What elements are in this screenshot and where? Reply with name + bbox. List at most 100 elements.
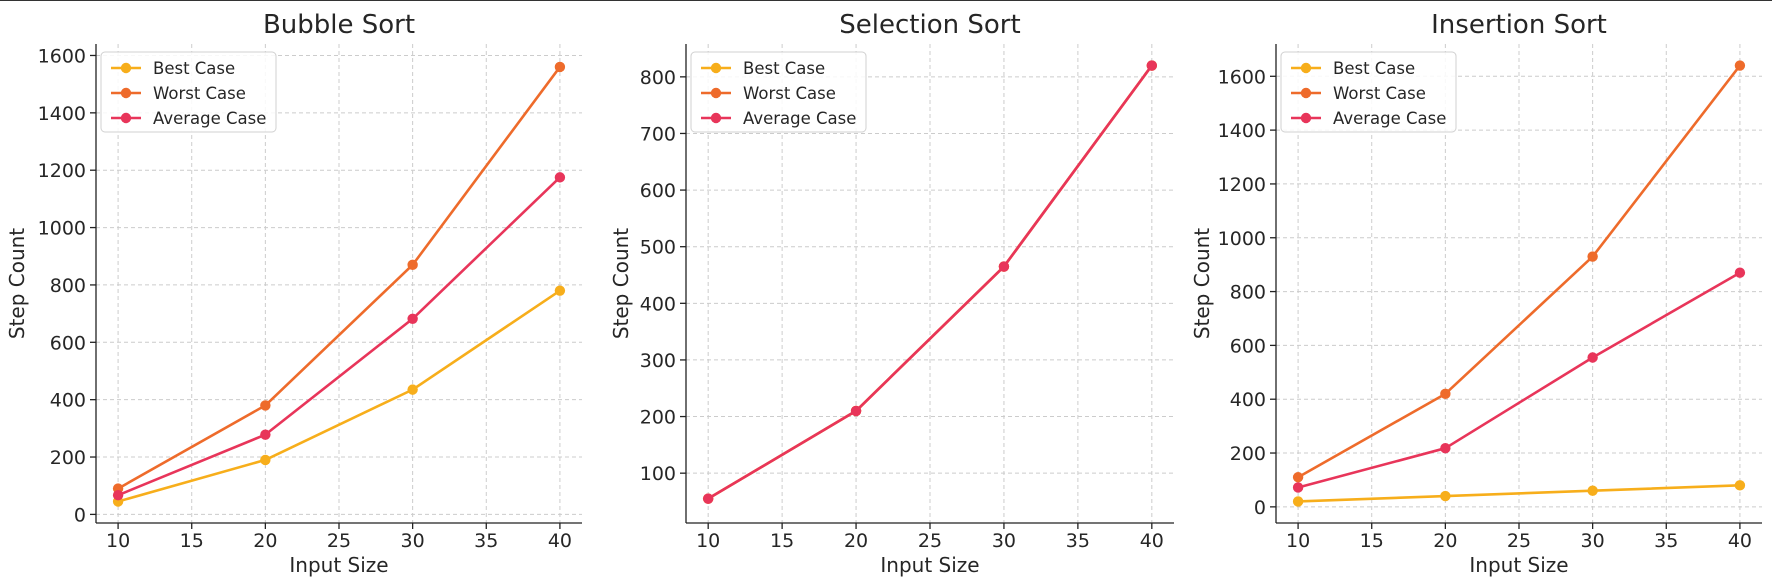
series-line-1 <box>1298 484 1740 503</box>
y-tick-label: 800 <box>640 67 676 89</box>
x-tick-label: 10 <box>106 530 130 552</box>
legend-swatch-marker <box>710 112 722 124</box>
legend-swatch-marker <box>710 87 722 99</box>
y-tick-label: 200 <box>640 407 676 429</box>
series-line-1 <box>117 289 561 503</box>
x-tick-label: 20 <box>1433 530 1457 552</box>
y-tick-label: 1000 <box>38 218 86 240</box>
y-tick-label: 600 <box>50 332 86 354</box>
legend-box <box>100 51 277 133</box>
data-point <box>260 400 271 411</box>
legend-box <box>1280 51 1457 133</box>
legend-swatch-marker <box>1300 87 1312 99</box>
data-point <box>407 313 418 324</box>
x-tick-label: 15 <box>180 530 204 552</box>
legend-box <box>690 51 867 133</box>
y-tick-label: 1600 <box>38 45 86 67</box>
y-axis-label: Step Count <box>609 228 633 339</box>
y-tick-label: 600 <box>640 180 676 202</box>
data-point <box>1146 60 1158 71</box>
y-tick-label: 400 <box>50 390 86 412</box>
x-tick-label: 20 <box>253 530 277 552</box>
data-point <box>998 261 1010 272</box>
data-point <box>554 172 566 183</box>
legend-label: Average Case <box>743 109 856 128</box>
data-point <box>1440 442 1451 454</box>
x-tick-label: 15 <box>770 530 794 552</box>
y-tick-label: 0 <box>1254 497 1266 519</box>
x-tick-label: 10 <box>696 530 720 552</box>
x-tick-label: 30 <box>401 530 425 552</box>
x-tick-label: 40 <box>548 530 572 552</box>
x-tick-label: 25 <box>327 530 351 552</box>
data-point <box>1440 388 1451 400</box>
x-tick-label: 15 <box>1360 530 1384 552</box>
y-tick-label: 400 <box>640 293 676 315</box>
x-tick-label: 35 <box>1654 530 1678 552</box>
x-tick-label: 40 <box>1140 530 1164 552</box>
legend-swatch-marker <box>120 87 132 99</box>
data-point <box>1587 251 1598 262</box>
data-point <box>850 405 862 417</box>
y-tick-label: 1400 <box>38 103 86 125</box>
x-tick-label: 35 <box>474 530 498 552</box>
legend-label: Worst Case <box>743 84 836 103</box>
legend-label: Worst Case <box>1333 84 1426 103</box>
x-axis-label: Input Size <box>880 553 979 577</box>
x-tick-label: 40 <box>1728 530 1752 552</box>
legend-swatch-marker <box>120 112 132 124</box>
x-tick-label: 10 <box>1286 530 1310 552</box>
y-tick-label: 1000 <box>1218 228 1266 250</box>
series-line-2 <box>117 66 561 490</box>
data-point <box>554 61 566 73</box>
y-tick-label: 1200 <box>1218 174 1266 196</box>
y-tick-label: 800 <box>1230 282 1266 304</box>
legend-label: Best Case <box>1333 59 1415 78</box>
data-point <box>112 489 124 501</box>
data-point <box>1734 480 1746 491</box>
legend-swatch-marker <box>710 62 722 74</box>
x-tick-label: 30 <box>1581 530 1605 552</box>
legend-swatch-marker <box>1300 62 1312 74</box>
legend-label: Worst Case <box>153 84 246 103</box>
y-tick-label: 600 <box>1230 335 1266 357</box>
x-tick-label: 30 <box>992 530 1016 552</box>
series-line-3 <box>707 64 1153 500</box>
x-tick-label: 25 <box>918 530 942 552</box>
y-tick-label: 800 <box>50 275 86 297</box>
chart-panel-3: 10 15 20 25 30 35 4002004006008001000120014001… <box>1190 10 1762 577</box>
y-tick-label: 400 <box>1230 389 1266 411</box>
data-point <box>1587 352 1598 363</box>
series-line-2 <box>1297 64 1741 479</box>
y-tick-label: 300 <box>640 350 676 372</box>
legend-label: Best Case <box>153 59 235 78</box>
legend-label: Average Case <box>153 109 266 128</box>
data-point <box>702 493 714 504</box>
legend-label: Average Case <box>1333 109 1446 128</box>
data-point <box>407 259 418 271</box>
data-point <box>260 429 271 440</box>
y-tick-label: 0 <box>74 504 86 526</box>
y-axis-label: Step Count <box>5 228 29 339</box>
x-tick-label: 20 <box>844 530 868 552</box>
y-tick-label: 200 <box>50 447 86 469</box>
y-tick-label: 700 <box>640 123 676 145</box>
chart-title: Selection Sort <box>839 10 1020 40</box>
y-tick-label: 100 <box>640 463 676 485</box>
data-point <box>1292 482 1304 493</box>
data-point <box>407 384 418 395</box>
data-point <box>1292 496 1304 507</box>
data-point <box>554 285 566 296</box>
x-axis-label: Input Size <box>1469 553 1568 577</box>
legend-swatch-marker <box>1300 112 1312 124</box>
data-point <box>260 454 271 466</box>
chart-panel-2: 10 15 20 25 30 35 40 100 200 300 400 500 600 700 800 Se… <box>609 10 1174 577</box>
data-point <box>1440 490 1451 502</box>
x-tick-label: 35 <box>1066 530 1090 552</box>
series-line-3 <box>1297 271 1741 489</box>
y-tick-label: 500 <box>640 237 676 259</box>
y-tick-label: 1400 <box>1218 120 1266 142</box>
data-point <box>1734 267 1746 278</box>
